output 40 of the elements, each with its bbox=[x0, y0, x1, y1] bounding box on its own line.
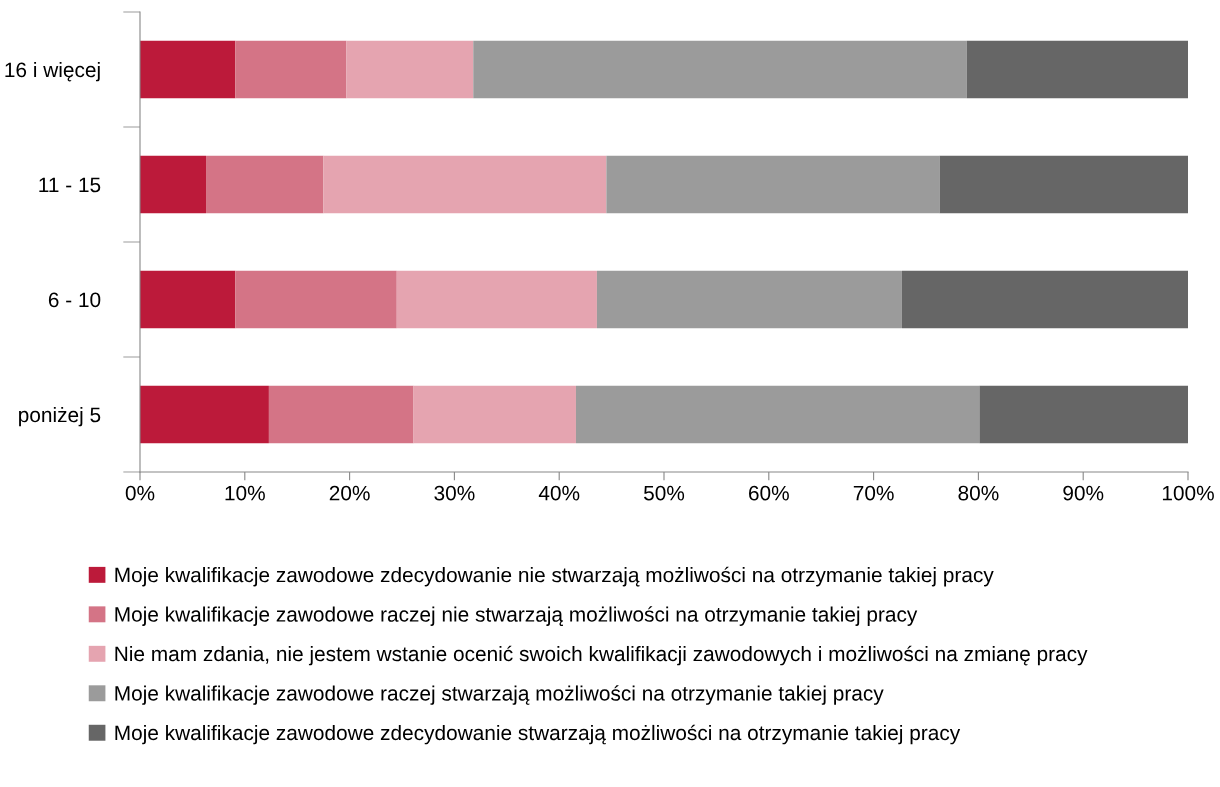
y-tick-label: 16 i więcej bbox=[5, 61, 100, 82]
legend-label: Moje kwalifikacje zawodowe raczej stwarzają możliwości na otrzymanie takiej pracy bbox=[115, 685, 884, 705]
x-tick-label: 20% bbox=[329, 485, 370, 501]
bar bbox=[206, 155, 324, 214]
bar bbox=[473, 40, 967, 99]
x-tick-label: 90% bbox=[1063, 485, 1104, 501]
bar bbox=[140, 155, 207, 214]
legend-label: Moje kwalifikacje zawodowe raczej nie stwarzają możliwości na otrzymanie takiej pracy bbox=[115, 606, 918, 626]
x-tick-label: 0% bbox=[125, 485, 155, 501]
legend-label: Moje kwalifikacje zawodowe zdecydowanie stwarzają możliwości na otrzymanie takiej pracy bbox=[115, 724, 961, 745]
bar bbox=[346, 40, 474, 99]
x-tick-label: 40% bbox=[538, 485, 580, 501]
y-tick-label: 6 - 10 bbox=[48, 292, 101, 308]
y-tick-label: poniżej 5 bbox=[19, 406, 101, 427]
bar bbox=[966, 40, 1188, 99]
bar bbox=[323, 155, 607, 214]
bar bbox=[979, 385, 1188, 444]
x-tick-label: 80% bbox=[958, 485, 999, 501]
bar bbox=[596, 270, 902, 329]
bar bbox=[901, 270, 1188, 329]
bar bbox=[235, 270, 397, 329]
bar bbox=[396, 270, 597, 329]
x-tick-label: 50% bbox=[643, 485, 685, 501]
x-tick-label: 30% bbox=[434, 485, 475, 501]
bar bbox=[939, 155, 1188, 214]
bar bbox=[140, 385, 269, 444]
bar bbox=[235, 40, 347, 99]
y-tick-label: 11 - 15 bbox=[39, 177, 101, 193]
legend-label: Moje kwalifikacje zawodowe zdecydowanie nie stwarzają możliwości na otrzymanie takiej pracy bbox=[115, 566, 994, 587]
legend-label: Nie mam zdania, nie jestem wstanie ocenić swoich kwalifikacji zawodowych i możliwości na zmianę pracy bbox=[115, 645, 1088, 666]
bar bbox=[140, 270, 236, 329]
x-tick-label: 60% bbox=[749, 485, 789, 501]
bar bbox=[606, 155, 940, 214]
bar bbox=[140, 40, 236, 99]
x-tick-label: 70% bbox=[853, 485, 894, 501]
bar bbox=[575, 385, 980, 444]
bar bbox=[268, 385, 414, 444]
x-tick-label: 10% bbox=[225, 485, 265, 501]
x-tick-label: 100% bbox=[1162, 485, 1214, 501]
bar bbox=[413, 385, 576, 444]
